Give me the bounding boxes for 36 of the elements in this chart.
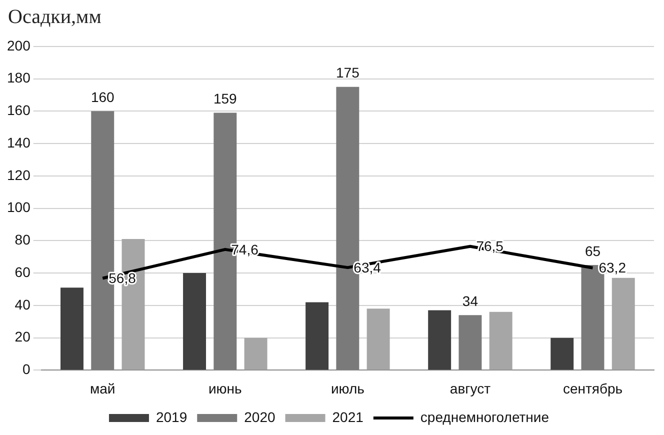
x-tick-label: сентябрь: [562, 380, 623, 396]
bar: [306, 302, 329, 370]
y-tick-label: 140: [7, 134, 31, 150]
legend-label: 2020: [244, 408, 276, 425]
y-tick-label: 40: [14, 296, 31, 312]
data-label: 159: [213, 90, 238, 107]
y-tick-label: 200: [7, 37, 31, 54]
bar: [60, 288, 84, 370]
bar: [612, 278, 635, 370]
x-tick-label: август: [450, 380, 492, 396]
data-label: 175: [336, 64, 360, 81]
chart-title: Осадки,мм: [8, 6, 102, 29]
y-tick-label: 80: [14, 232, 31, 248]
x-tick-label: май: [90, 380, 116, 396]
bar: [428, 310, 452, 370]
bar: [550, 338, 574, 370]
bar: [366, 308, 390, 370]
x-tick-label: июль: [330, 380, 364, 396]
legend-label: среднемноголетние: [420, 408, 550, 425]
y-tick-label: 180: [7, 70, 31, 86]
legend-label: 2019: [156, 408, 188, 425]
data-label: 160: [90, 89, 115, 106]
y-tick-label: 20: [14, 328, 31, 345]
bar: [489, 312, 512, 370]
data-label: 34: [462, 293, 478, 310]
y-tick-label: 120: [7, 166, 31, 183]
bar: [183, 273, 206, 370]
y-tick-label: 160: [7, 102, 31, 118]
y-tick-label: 100: [7, 199, 31, 216]
legend-label: 2021: [332, 408, 364, 425]
y-tick-label: 0: [22, 361, 31, 378]
data-label: 65: [584, 242, 601, 259]
x-tick-label: июнь: [208, 380, 242, 396]
bar: [244, 338, 268, 370]
bar: [458, 315, 482, 370]
y-tick-label: 60: [14, 264, 31, 280]
